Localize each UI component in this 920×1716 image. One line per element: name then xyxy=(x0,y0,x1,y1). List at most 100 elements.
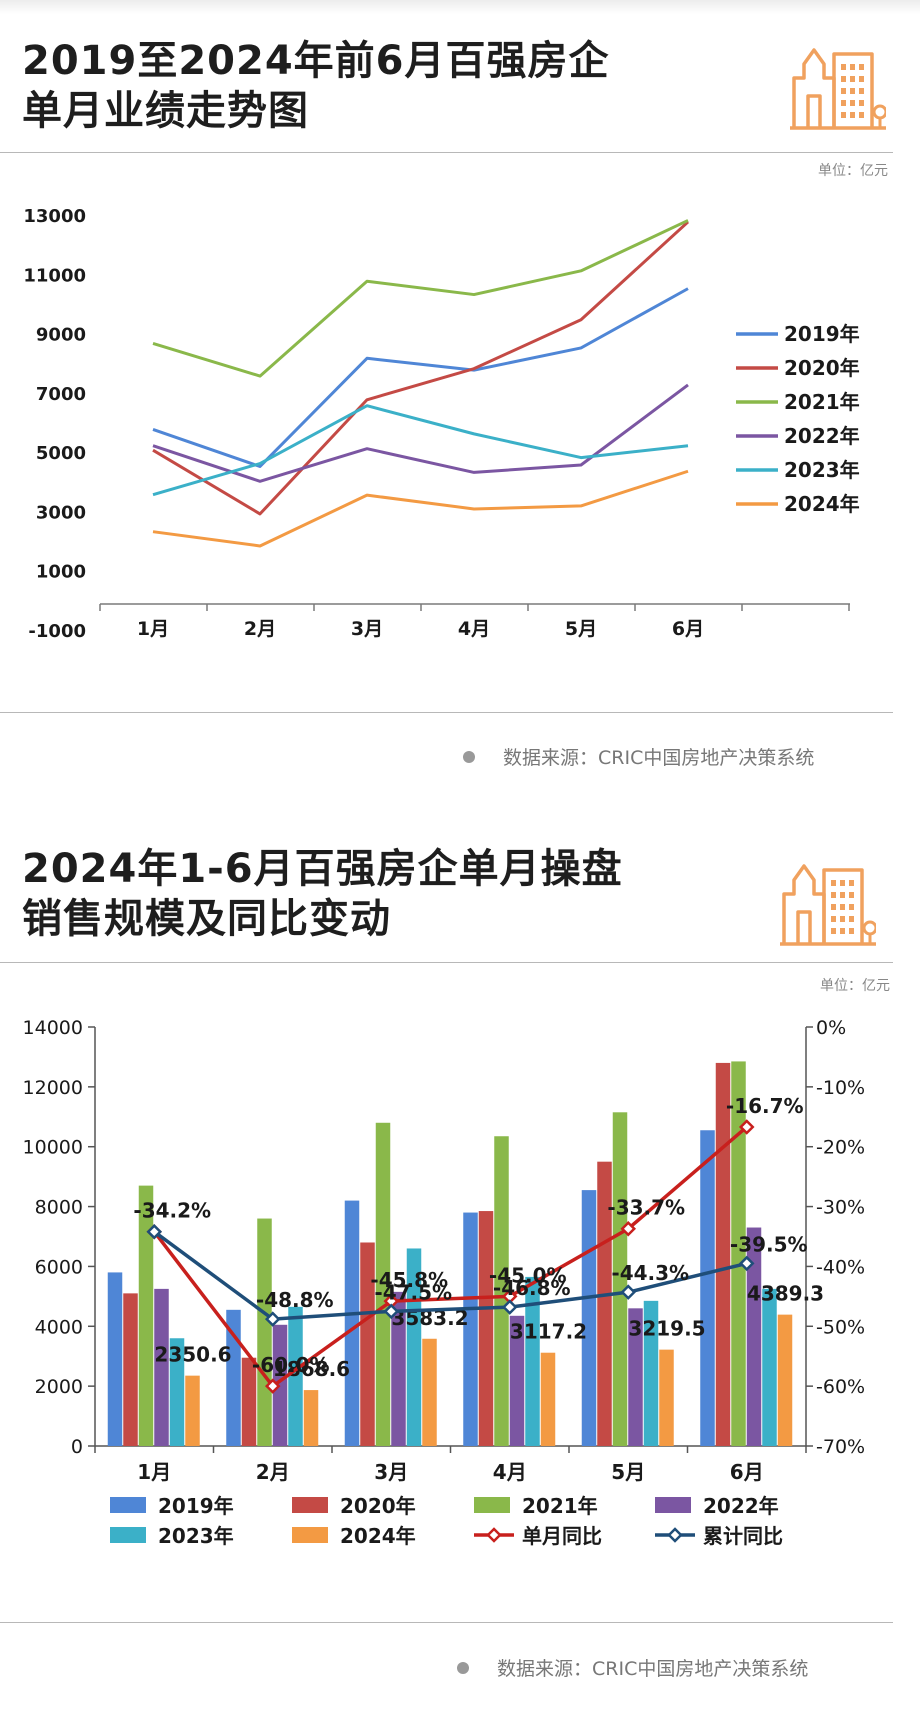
bar xyxy=(123,1293,138,1446)
icon-window xyxy=(859,64,864,70)
percent-data-label: -47.5% xyxy=(374,1280,452,1304)
chart1-line-chart: 13000 11000 9000 7000 5000 3000 1000 -1000 1月 2月 3… xyxy=(23,206,860,642)
icon-window xyxy=(841,100,846,106)
icon-door xyxy=(806,94,822,128)
icon-window xyxy=(840,916,845,922)
y-tick-label: 5000 xyxy=(36,443,86,464)
y-tick-label: -1000 xyxy=(28,621,86,642)
bar xyxy=(762,1288,777,1446)
building-icon xyxy=(780,864,876,946)
percent-marker xyxy=(146,1223,163,1240)
percent-data-label: -16.7% xyxy=(726,1094,804,1118)
icon-window xyxy=(841,64,846,70)
legend-label: 累计同比 xyxy=(703,1524,783,1548)
chart1-source: 数据来源：CRIC中国房地产决策系统 xyxy=(463,743,814,770)
legend-swatch xyxy=(655,1497,691,1513)
legend-swatch xyxy=(110,1497,146,1513)
bar xyxy=(628,1308,643,1446)
bar xyxy=(360,1242,375,1446)
bar xyxy=(107,1272,123,1446)
bar xyxy=(540,1352,556,1446)
bar xyxy=(715,1062,731,1446)
left-tick-label: 10000 xyxy=(23,1137,83,1159)
legend-swatch xyxy=(292,1527,328,1543)
chart2-bar-line-chart: 14000 12000 10000 8000 6000 4000 2000 0 0% -10% -2… xyxy=(23,1017,866,1548)
bar xyxy=(169,1338,185,1446)
percent-data-label: -48.8% xyxy=(256,1288,334,1312)
right-tick-label: -40% xyxy=(816,1256,865,1278)
building-icon xyxy=(790,48,886,130)
bullet-dot xyxy=(463,750,475,763)
legend-label: 2020年 xyxy=(340,1494,416,1518)
bar xyxy=(612,1112,628,1446)
icon-window xyxy=(841,76,846,82)
percent-marker xyxy=(383,1303,400,1320)
y-tick-label: 13000 xyxy=(23,206,86,227)
legend-label: 2022年 xyxy=(703,1494,779,1518)
chart1-divider xyxy=(0,152,893,153)
icon-tree-crown xyxy=(862,920,876,936)
chart2-source: 数据来源：CRIC中国房地产决策系统 xyxy=(457,1654,808,1681)
bar xyxy=(659,1349,674,1446)
icon-window xyxy=(841,88,846,94)
chart1-bottom-divider xyxy=(0,712,893,713)
x-tick-label: 6月 xyxy=(730,1460,764,1484)
x-tick-label: 5月 xyxy=(565,618,597,640)
icon-window xyxy=(840,880,845,886)
legend-label: 2024年 xyxy=(784,492,860,516)
bar xyxy=(375,1122,391,1446)
icon-window xyxy=(850,112,855,118)
chart1-title-line2: 单月业绩走势图 xyxy=(22,88,309,134)
series-line xyxy=(152,219,689,378)
icon-window xyxy=(849,916,854,922)
bar xyxy=(288,1306,303,1446)
legend-marker xyxy=(667,1527,683,1543)
icon-window xyxy=(841,112,846,118)
chart2-title-line1: 2024年1-6月百强房企单月操盘 xyxy=(22,846,623,892)
icon-window xyxy=(831,880,836,886)
legend-label: 2024年 xyxy=(340,1524,416,1548)
icon-window xyxy=(831,916,836,922)
bullet-dot xyxy=(457,1661,469,1674)
icon-window xyxy=(831,904,836,910)
x-tick-label: 4月 xyxy=(493,1460,527,1484)
left-tick-label: 4000 xyxy=(35,1316,83,1338)
bar xyxy=(138,1185,154,1446)
series-line xyxy=(152,383,689,483)
percent-data-label: -46.8% xyxy=(493,1276,571,1300)
left-tick-label: 2000 xyxy=(35,1376,83,1398)
percent-marker xyxy=(264,1311,281,1327)
right-tick-label: 0% xyxy=(816,1017,846,1039)
percent-line xyxy=(153,1230,748,1321)
x-tick-label: 1月 xyxy=(137,618,169,640)
bar xyxy=(643,1300,659,1446)
icon-building-outline xyxy=(832,52,874,128)
icon-window xyxy=(849,904,854,910)
y-tick-label: 11000 xyxy=(23,265,86,286)
icon-window xyxy=(859,88,864,94)
bar-data-label: 2350.6 xyxy=(154,1343,231,1367)
bar xyxy=(525,1276,540,1446)
percent-marker xyxy=(620,1220,637,1237)
chart1-title-line1: 2019至2024年前6月百强房企 xyxy=(22,38,610,84)
percent-data-label: -44.3% xyxy=(611,1261,689,1285)
percent-marker xyxy=(620,1284,637,1300)
left-tick-label: 0 xyxy=(71,1436,83,1458)
chart2-source-text: 数据来源：CRIC中国房地产决策系统 xyxy=(497,1658,809,1680)
icon-window xyxy=(849,892,854,898)
y-tick-label: 9000 xyxy=(36,325,86,346)
bar xyxy=(478,1211,494,1446)
percent-line xyxy=(152,1125,748,1388)
icon-window xyxy=(859,100,864,106)
bar xyxy=(494,1136,509,1446)
chart1-source-text: 数据来源：CRIC中国房地产决策系统 xyxy=(503,747,815,769)
y-tick-label: 3000 xyxy=(36,502,86,523)
icon-window xyxy=(840,928,845,934)
icon-building-outline xyxy=(822,868,864,944)
icon-window xyxy=(859,76,864,82)
bar xyxy=(777,1314,793,1446)
bar xyxy=(746,1227,762,1446)
series-line xyxy=(152,220,690,516)
bar xyxy=(700,1130,715,1446)
icon-window xyxy=(849,880,854,886)
